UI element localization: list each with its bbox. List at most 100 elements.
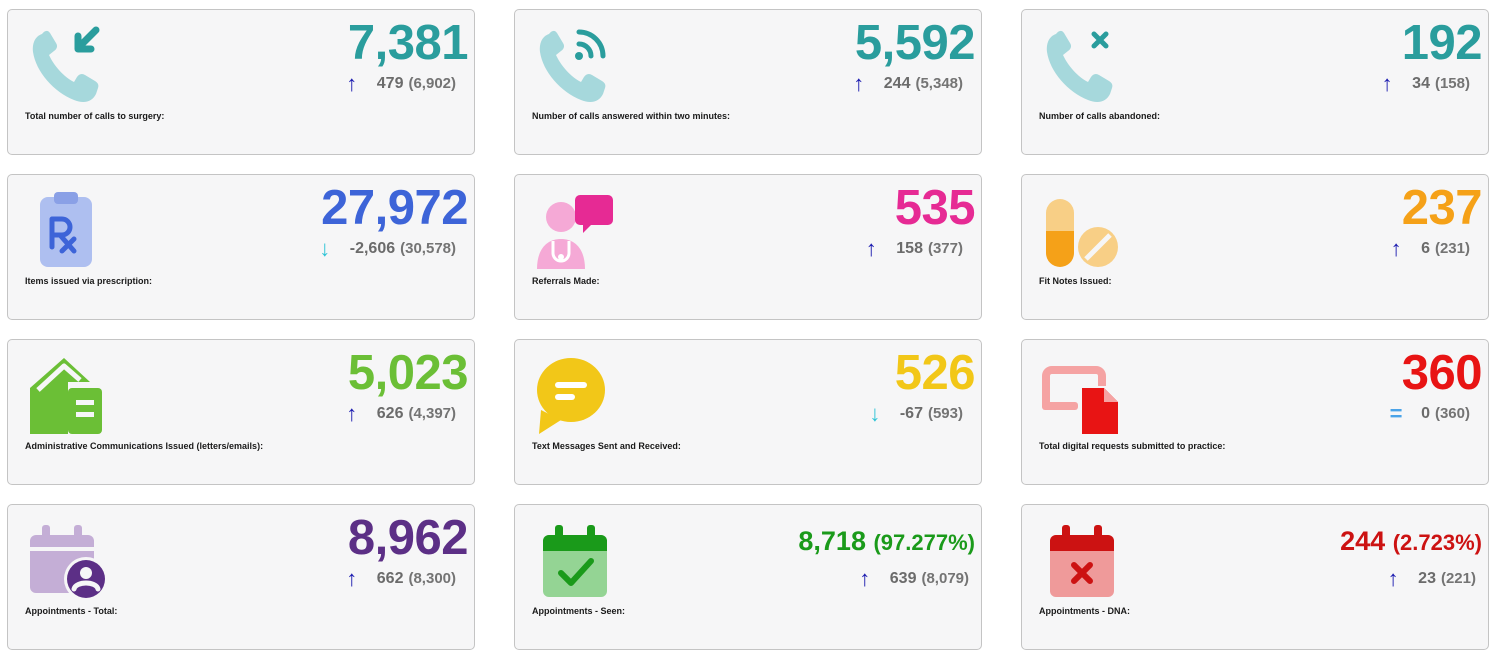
stat-label: Total digital requests submitted to prac…: [1039, 441, 1226, 451]
phone-incoming-icon: [28, 22, 108, 106]
stat-delta: 626: [376, 405, 404, 422]
stat-change: = 0 (360): [1385, 403, 1470, 425]
pills-icon: [1042, 187, 1122, 271]
up-arrow-icon: ↑: [346, 71, 358, 96]
stat-delta: -67: [899, 405, 923, 422]
stat-percentage: (2.723%): [1392, 530, 1482, 555]
message-bubble-icon: [535, 352, 615, 436]
stat-change: ↑ 244 (5,348): [848, 73, 963, 95]
stat-delta: 479: [376, 75, 404, 92]
stat-change: ↑ 23 (221): [1382, 568, 1476, 590]
calendar-user-icon: [28, 517, 108, 601]
up-arrow-icon: ↑: [865, 236, 877, 261]
down-arrow-icon: ↓: [319, 236, 331, 261]
stat-previous: (221): [1440, 570, 1476, 587]
stat-previous: (4,397): [408, 405, 456, 422]
prescription-icon: [28, 187, 108, 271]
stat-change: ↑ 6 (231): [1385, 238, 1470, 260]
stat-label: Fit Notes Issued:: [1039, 276, 1112, 286]
stat-change: ↑ 662 (8,300): [341, 568, 456, 590]
phone-abandoned-icon: [1042, 22, 1122, 106]
stat-card-calls-abandoned: 192 ↑ 34 (158) Number of calls abandoned…: [1021, 9, 1489, 155]
stat-delta: 662: [376, 570, 404, 587]
stat-delta: 6: [1421, 240, 1430, 257]
stat-change: ↑ 34 (158): [1376, 73, 1470, 95]
stat-label: Total number of calls to surgery:: [25, 111, 165, 121]
up-arrow-icon: ↑: [1390, 236, 1402, 261]
stat-card-digital-requests: 360 = 0 (360) Total digital requests sub…: [1021, 339, 1489, 485]
up-arrow-icon: ↑: [346, 566, 358, 591]
stat-previous: (360): [1434, 405, 1470, 422]
stat-card-prescriptions: 27,972 ↓ -2,606 (30,578) Items issued vi…: [7, 174, 475, 320]
stat-previous: (8,079): [921, 570, 969, 587]
stat-percentage: (97.277%): [873, 530, 975, 555]
stat-value: 192: [1401, 16, 1483, 70]
up-arrow-icon: ↑: [1387, 566, 1399, 591]
stat-card-appointments-dna: 244 (2.723%) ↑ 23 (221) Appointments - D…: [1021, 504, 1489, 650]
referral-icon: [535, 187, 615, 271]
stat-value: 5,592: [854, 16, 976, 70]
stat-value: 8,718: [798, 526, 866, 556]
stat-previous: (377): [927, 240, 963, 257]
stat-label: Number of calls abandoned:: [1039, 111, 1161, 121]
up-arrow-icon: ↑: [346, 401, 358, 426]
stat-label: Text Messages Sent and Received:: [532, 441, 681, 451]
stat-label: Referrals Made:: [532, 276, 600, 286]
stat-change: ↓ -67 (593): [864, 403, 963, 425]
stat-change: ↑ 639 (8,079): [854, 568, 969, 590]
down-arrow-icon: ↓: [869, 401, 881, 426]
stat-value: 27,972: [321, 181, 468, 235]
stat-value: 244: [1340, 526, 1386, 556]
stat-card-referrals: 535 ↑ 158 (377) Referrals Made:: [514, 174, 982, 320]
equal-icon: =: [1389, 401, 1403, 426]
stat-value: 7,381: [347, 16, 469, 70]
stat-label: Items issued via prescription:: [25, 276, 153, 286]
stat-value: 5,023: [347, 346, 469, 400]
stat-delta: 0: [1421, 405, 1430, 422]
stat-change: ↑ 479 (6,902): [341, 73, 456, 95]
stat-value: 237: [1401, 181, 1483, 235]
stat-change: ↑ 626 (4,397): [341, 403, 456, 425]
stat-previous: (8,300): [408, 570, 456, 587]
stat-label: Number of calls answered within two minu…: [532, 111, 731, 121]
stat-delta: 23: [1418, 570, 1436, 587]
stat-previous: (6,902): [408, 75, 456, 92]
stat-value: 360: [1401, 346, 1483, 400]
stat-previous: (5,348): [915, 75, 963, 92]
stat-delta: 639: [889, 570, 917, 587]
calendar-cross-icon: [1042, 517, 1122, 601]
stat-delta: 158: [896, 240, 923, 257]
stat-value-row: 8,718 (97.277%): [798, 525, 975, 559]
stat-previous: (593): [927, 405, 963, 422]
stat-card-admin-communications: 5,023 ↑ 626 (4,397) Administrative Commu…: [7, 339, 475, 485]
stat-label: Appointments - Seen:: [532, 606, 626, 616]
stat-change: ↑ 158 (377): [860, 238, 963, 260]
stat-change: ↓ -2,606 (30,578): [314, 238, 456, 260]
stat-previous: (30,578): [400, 240, 456, 257]
mail-house-icon: [28, 352, 108, 436]
calendar-check-icon: [535, 517, 615, 601]
up-arrow-icon: ↑: [853, 71, 865, 96]
stat-card-text-messages: 526 ↓ -67 (593) Text Messages Sent and R…: [514, 339, 982, 485]
up-arrow-icon: ↑: [859, 566, 871, 591]
stat-previous: (158): [1434, 75, 1470, 92]
stat-card-fit-notes: 237 ↑ 6 (231) Fit Notes Issued:: [1021, 174, 1489, 320]
stat-label: Appointments - Total:: [25, 606, 118, 616]
stat-value-row: 244 (2.723%): [1340, 525, 1482, 559]
stat-card-calls-answered: 5,592 ↑ 244 (5,348) Number of calls answ…: [514, 9, 982, 155]
stat-previous: (231): [1434, 240, 1470, 257]
digital-request-icon: [1042, 352, 1122, 436]
up-arrow-icon: ↑: [1381, 71, 1393, 96]
stat-card-total-calls: 7,381 ↑ 479 (6,902) Total number of call…: [7, 9, 475, 155]
stat-delta: 34: [1412, 75, 1430, 92]
stat-value: 526: [894, 346, 976, 400]
stat-card-appointments-total: 8,962 ↑ 662 (8,300) Appointments - Total…: [7, 504, 475, 650]
stat-delta: 244: [883, 75, 911, 92]
stat-label: Appointments - DNA:: [1039, 606, 1130, 616]
phone-answered-icon: [535, 22, 615, 106]
stat-delta: -2,606: [349, 240, 396, 257]
stat-label: Administrative Communications Issued (le…: [25, 441, 264, 451]
stat-value: 535: [894, 181, 976, 235]
stat-card-appointments-seen: 8,718 (97.277%) ↑ 639 (8,079) Appointmen…: [514, 504, 982, 650]
stat-value: 8,962: [347, 511, 469, 565]
